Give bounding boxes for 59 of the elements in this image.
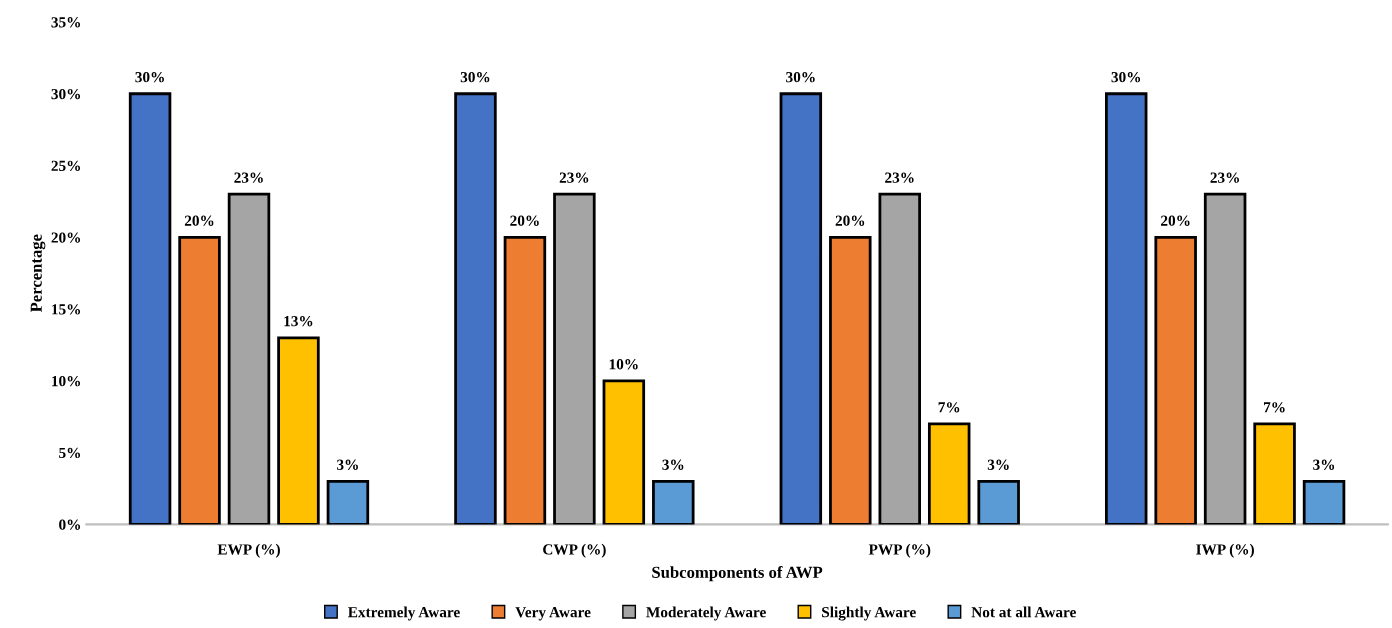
data-label: 3% [987, 459, 1009, 470]
x-tick-label: IWP (%) [1196, 543, 1254, 558]
y-tick-label: 0% [59, 519, 81, 530]
bar [326, 479, 370, 525]
data-label: 7% [938, 402, 960, 413]
y-tick-label: 15% [52, 304, 81, 315]
bar [1154, 235, 1197, 525]
legend-label: Slightly Aware [822, 606, 916, 621]
bar [128, 92, 172, 525]
bar [454, 92, 497, 525]
data-label: 30% [460, 72, 490, 83]
bar [1302, 479, 1346, 525]
legend-label: Moderately Aware [646, 606, 766, 621]
data-label: 20% [184, 215, 214, 226]
bar [652, 479, 695, 525]
data-label: 30% [786, 72, 815, 83]
bar [1203, 192, 1247, 525]
bar [503, 235, 547, 525]
y-tick-label: 35% [51, 17, 81, 28]
data-label: 30% [135, 72, 164, 83]
data-label: 3% [662, 459, 684, 470]
data-label: 23% [234, 172, 263, 183]
y-tick-label: 25% [51, 160, 81, 172]
x-tick-label: CWP (%) [543, 543, 606, 558]
bar [1104, 92, 1148, 525]
bar [829, 235, 872, 525]
x-tick-label: PWP (%) [868, 543, 931, 558]
legend-label: Extremely Aware [348, 606, 460, 621]
data-label: 23% [559, 172, 589, 183]
data-label: 3% [337, 459, 358, 470]
data-label: 20% [1161, 215, 1190, 226]
data-label: 23% [1210, 172, 1239, 183]
y-tick-label: 5% [59, 447, 81, 459]
bar [602, 379, 646, 525]
bar [927, 422, 971, 525]
data-label: 20% [835, 215, 865, 226]
data-label: 30% [1111, 72, 1141, 83]
bar [779, 92, 823, 525]
y-tick-label: 20% [51, 232, 81, 243]
data-label: 7% [1264, 402, 1285, 413]
data-label: 23% [885, 172, 914, 183]
bar [277, 336, 320, 525]
data-label: 10% [609, 359, 638, 370]
legend-label: Very Aware [515, 607, 591, 621]
bar [977, 479, 1020, 525]
data-label: 20% [510, 215, 539, 226]
y-tick-label: 10% [52, 375, 81, 387]
bar [553, 192, 596, 525]
y-axis-title: Percentage [30, 234, 46, 313]
x-tick-label: EWP (%) [217, 543, 280, 558]
y-tick-label: 30% [51, 88, 81, 100]
bar [878, 192, 921, 525]
bar [178, 235, 221, 525]
bar [1253, 422, 1296, 525]
data-label: 3% [1313, 459, 1335, 470]
legend-label: Not at all Aware [971, 606, 1076, 618]
bar [227, 192, 271, 525]
x-axis-title: Subcomponents of AWP [652, 566, 823, 582]
data-label: 13% [284, 316, 313, 327]
